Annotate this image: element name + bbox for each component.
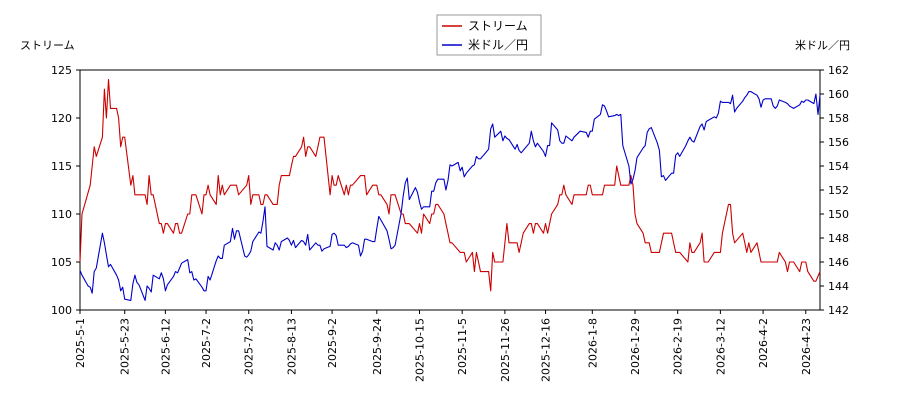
x-axis: 2025-5-1 2025-5-23 2025-6-12 2025-7-2 2025-7…	[74, 310, 813, 382]
x-tick-label: 2025-7-23	[243, 318, 256, 375]
x-tick-label: 2026-4-23	[800, 318, 813, 375]
x-tick-label: 2025-7-2	[200, 318, 213, 368]
x-tick-label: 2026-2-19	[672, 318, 685, 375]
x-tick-label: 2025-9-2	[326, 318, 339, 368]
left-tick-label: 100	[51, 304, 72, 317]
right-tick-label: 152	[828, 184, 849, 197]
right-tick-label: 156	[828, 136, 849, 149]
plot-area	[79, 69, 821, 311]
series-layer	[79, 79, 821, 301]
x-tick-label: 2025-5-1	[74, 318, 87, 368]
right-tick-label: 162	[828, 64, 849, 77]
right-tick-label: 154	[828, 160, 849, 173]
left-tick-label: 110	[51, 208, 72, 221]
x-tick-label: 2026-4-2	[757, 318, 770, 368]
legend-label-stream: ストリーム	[468, 19, 528, 33]
x-tick-label: 2025-11-5	[456, 318, 469, 375]
legend-box	[436, 14, 542, 56]
right-tick-label: 160	[828, 88, 849, 101]
x-tick-label: 2025-9-24	[371, 318, 384, 375]
x-tick-label: 2026-3-12	[714, 318, 727, 375]
right-axis: 142 144 146 148 150 152 154 156 158 160 162	[820, 64, 849, 317]
left-tick-label: 105	[51, 256, 72, 269]
left-tick-label: 115	[51, 160, 72, 173]
right-axis-title: 米ドル／円	[795, 39, 850, 52]
stream-series-line	[79, 79, 821, 292]
left-tick-label: 125	[51, 64, 72, 77]
x-tick-label: 2026-1-29	[629, 318, 642, 375]
right-tick-label: 148	[828, 232, 849, 245]
x-tick-label: 2025-10-15	[414, 318, 427, 382]
x-tick-label: 2025-5-23	[119, 318, 132, 375]
x-tick-label: 2026-1-8	[586, 318, 599, 368]
x-tick-label: 2025-8-13	[285, 318, 298, 375]
x-tick-label: 2025-6-12	[159, 318, 172, 375]
legend-label-usdjpy: 米ドル／円	[468, 38, 528, 52]
x-tick-label: 2025-12-16	[540, 318, 553, 382]
legend: ストリーム 米ドル／円	[436, 14, 542, 56]
left-tick-label: 120	[51, 112, 72, 125]
usdjpy-series-line	[79, 91, 821, 301]
right-tick-label: 150	[828, 208, 849, 221]
right-tick-label: 144	[828, 280, 849, 293]
x-tick-label: 2025-11-26	[499, 318, 512, 382]
right-tick-label: 146	[828, 256, 849, 269]
right-tick-label: 158	[828, 112, 849, 125]
left-axis: 100 105 110 115 120 125	[51, 64, 80, 317]
left-axis-title: ストリーム	[20, 39, 75, 52]
right-tick-label: 142	[828, 304, 849, 317]
